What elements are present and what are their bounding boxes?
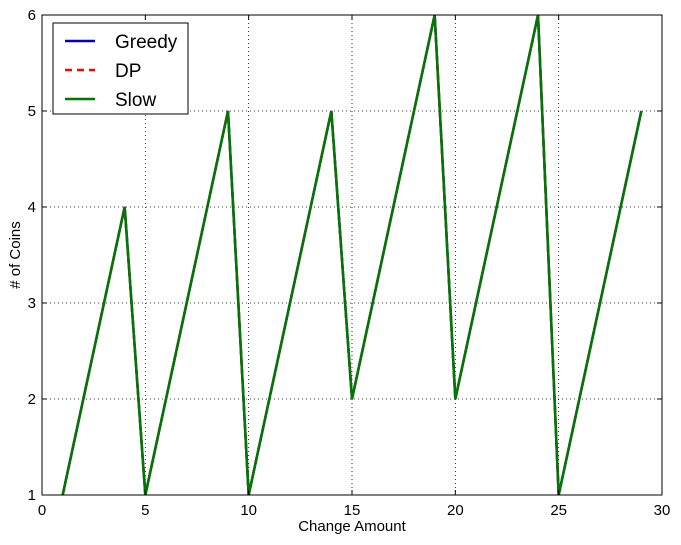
y-tick-label: 4 bbox=[28, 199, 36, 216]
y-tick-label: 5 bbox=[28, 103, 36, 120]
x-tick-label: 5 bbox=[141, 502, 149, 519]
x-axis-label: Change Amount bbox=[298, 518, 406, 535]
series-line-slow bbox=[61, 14, 643, 496]
y-tick-label: 1 bbox=[28, 487, 36, 504]
legend-label-greedy: Greedy bbox=[115, 32, 178, 53]
tick-labels: 0 5 10 15 20 25 30 1 2 3 4 5 6 bbox=[28, 7, 671, 519]
x-tick-label: 0 bbox=[38, 502, 46, 519]
y-tick-label: 6 bbox=[28, 7, 36, 24]
y-tick-label: 2 bbox=[28, 391, 36, 408]
x-tick-label: 15 bbox=[344, 502, 361, 519]
series-lines bbox=[61, 14, 643, 496]
y-tick-label: 3 bbox=[28, 295, 36, 312]
y-axis-label: # of Coins bbox=[7, 221, 24, 289]
legend-label-dp: DP bbox=[115, 61, 141, 82]
x-tick-label: 25 bbox=[550, 502, 567, 519]
legend-label-slow: Slow bbox=[115, 90, 156, 111]
x-tick-label: 30 bbox=[654, 502, 671, 519]
legend: Greedy DP Slow bbox=[52, 22, 189, 115]
x-tick-label: 20 bbox=[447, 502, 464, 519]
axis-ticks bbox=[41, 14, 663, 496]
x-tick-label: 10 bbox=[240, 502, 257, 519]
